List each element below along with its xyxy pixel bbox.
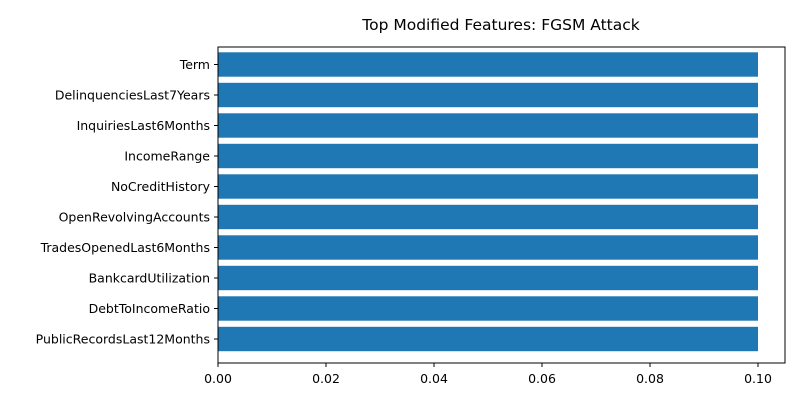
y-tick-label: NoCreditHistory bbox=[111, 179, 211, 194]
bar-BankcardUtilization bbox=[218, 265, 758, 291]
y-tick-label: TradesOpenedLast6Months bbox=[40, 240, 210, 255]
bar-Term bbox=[218, 52, 758, 77]
y-axis-ticks: Term DelinquenciesLast7Years InquiriesLast… bbox=[36, 57, 218, 347]
bar-OpenRevolvingAccounts bbox=[218, 204, 758, 230]
bar-InquiriesLast6Months bbox=[218, 113, 758, 138]
bar-DebtToIncomeRatio bbox=[218, 296, 758, 321]
bar-PublicRecordsLast12Months bbox=[218, 326, 758, 352]
x-tick-label: 0.10 bbox=[744, 371, 772, 386]
y-tick-label: OpenRevolvingAccounts bbox=[59, 210, 210, 225]
bar-DelinquenciesLast7Years bbox=[218, 82, 758, 108]
plot-frame bbox=[217, 46, 786, 364]
x-tick-label: 0.04 bbox=[420, 371, 448, 386]
y-tick-label: DelinquenciesLast7Years bbox=[55, 88, 210, 103]
x-tick-label: 0.08 bbox=[636, 371, 664, 386]
x-tick-label: 0.06 bbox=[528, 371, 556, 386]
y-tick-label: DebtToIncomeRatio bbox=[89, 301, 210, 316]
bar-TradesOpenedLast6Months bbox=[218, 235, 758, 260]
chart-title: Top Modified Features: FGSM Attack bbox=[361, 16, 640, 34]
y-tick-label: BankcardUtilization bbox=[89, 271, 210, 286]
y-tick-label: IncomeRange bbox=[124, 149, 210, 164]
bar-IncomeRange bbox=[218, 143, 758, 169]
x-axis-ticks: 0.00 0.02 0.04 0.06 0.08 0.10 bbox=[204, 363, 772, 386]
bars-group bbox=[218, 52, 758, 352]
y-tick-label: InquiriesLast6Months bbox=[77, 118, 210, 133]
x-tick-label: 0.00 bbox=[204, 371, 232, 386]
x-tick-label: 0.02 bbox=[312, 371, 340, 386]
y-tick-label: PublicRecordsLast12Months bbox=[36, 332, 210, 347]
bar-NoCreditHistory bbox=[218, 174, 758, 199]
y-tick-label: Term bbox=[179, 57, 210, 72]
